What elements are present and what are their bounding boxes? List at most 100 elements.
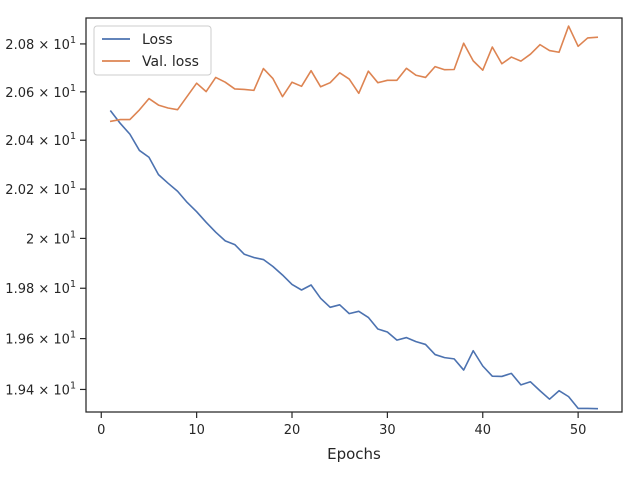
data-point — [281, 95, 284, 98]
data-point — [577, 407, 580, 410]
data-point — [157, 104, 160, 107]
data-point — [396, 79, 399, 82]
data-point — [472, 59, 475, 62]
data-point — [558, 389, 561, 392]
x-tick-label: 50 — [570, 423, 587, 438]
data-point — [424, 343, 427, 346]
data-point — [596, 36, 599, 39]
y-tick-label: 1.98 × 101 — [5, 279, 76, 297]
data-point — [291, 81, 294, 84]
data-point — [310, 69, 313, 72]
data-point — [586, 407, 589, 410]
data-point — [491, 375, 494, 378]
data-point — [415, 340, 418, 343]
data-point — [148, 156, 151, 159]
data-point — [567, 25, 570, 28]
data-point — [481, 69, 484, 72]
data-point — [520, 60, 523, 63]
data-point — [300, 85, 303, 88]
data-point — [539, 389, 542, 392]
data-point — [186, 95, 189, 98]
x-axis-label: Epochs — [327, 445, 381, 463]
data-point — [500, 62, 503, 65]
data-point — [272, 265, 275, 268]
data-point — [319, 85, 322, 88]
data-point — [462, 369, 465, 372]
x-tick-label: 40 — [474, 423, 491, 438]
data-point — [338, 303, 341, 306]
legend-label: Val. loss — [142, 54, 199, 70]
data-point — [472, 349, 475, 352]
data-point — [367, 70, 370, 73]
data-point — [224, 239, 227, 242]
data-point — [376, 328, 379, 331]
data-point — [148, 97, 151, 100]
data-point — [453, 68, 456, 71]
data-point — [443, 68, 446, 71]
y-tick-label: 1.96 × 101 — [5, 330, 76, 348]
y-tick-label: 2.02 × 101 — [5, 180, 76, 198]
data-point — [291, 283, 294, 286]
data-point — [586, 37, 589, 40]
data-point — [491, 46, 494, 49]
data-point — [434, 353, 437, 356]
data-point — [357, 92, 360, 95]
data-point — [558, 51, 561, 54]
data-point — [119, 122, 122, 125]
data-point — [272, 77, 275, 80]
data-point — [319, 297, 322, 300]
data-point — [310, 284, 313, 287]
data-point — [224, 81, 227, 84]
data-point — [443, 356, 446, 359]
data-point — [214, 76, 217, 79]
data-point — [157, 173, 160, 176]
data-point — [367, 316, 370, 319]
data-point — [577, 45, 580, 48]
data-point — [386, 331, 389, 334]
data-point — [539, 43, 542, 46]
data-point — [167, 107, 170, 110]
plot-background — [86, 18, 622, 412]
series-layer — [109, 25, 599, 410]
data-point — [548, 398, 551, 401]
data-point — [252, 256, 255, 259]
data-point — [138, 149, 141, 152]
y-tick-label: 2 × 101 — [26, 229, 76, 247]
series-line-0 — [109, 110, 599, 410]
x-tick-label: 20 — [284, 423, 301, 438]
data-point — [281, 274, 284, 277]
legend-label: Loss — [142, 32, 173, 48]
data-point — [548, 49, 551, 52]
data-point — [386, 79, 389, 82]
data-point — [119, 118, 122, 121]
x-tick-label: 30 — [379, 423, 396, 438]
data-point — [462, 42, 465, 45]
data-point — [262, 67, 265, 70]
data-point — [396, 339, 399, 342]
data-point — [529, 380, 532, 383]
data-point — [195, 210, 198, 213]
data-point — [205, 90, 208, 93]
data-point — [176, 190, 179, 193]
data-point — [376, 81, 379, 84]
data-point — [529, 53, 532, 56]
axes-frame — [85, 17, 623, 413]
axes-layer: 0 10 20 30 40 50 1.94 × 101 1.96 × 101 1.98 × 10… — [5, 17, 623, 438]
data-point — [596, 407, 599, 410]
data-point — [243, 253, 246, 256]
data-point — [405, 336, 408, 339]
data-point — [510, 372, 513, 375]
data-point — [300, 289, 303, 292]
data-point — [128, 133, 131, 136]
data-point — [481, 365, 484, 368]
data-point — [205, 221, 208, 224]
data-point — [243, 88, 246, 91]
plot-area — [86, 18, 622, 412]
data-point — [195, 82, 198, 85]
data-point — [424, 76, 427, 79]
data-point — [176, 108, 179, 111]
data-point — [415, 74, 418, 77]
y-tick-label: 2.08 × 101 — [5, 35, 76, 53]
data-point — [348, 312, 351, 315]
